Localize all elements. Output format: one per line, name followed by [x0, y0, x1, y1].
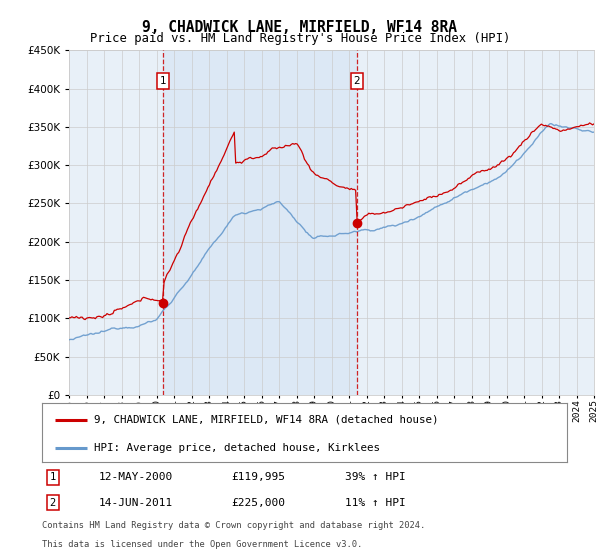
Text: 9, CHADWICK LANE, MIRFIELD, WF14 8RA: 9, CHADWICK LANE, MIRFIELD, WF14 8RA	[143, 20, 458, 35]
Text: 2: 2	[353, 76, 360, 86]
Text: This data is licensed under the Open Government Licence v3.0.: This data is licensed under the Open Gov…	[42, 540, 362, 549]
Text: 1: 1	[50, 472, 56, 482]
Text: HPI: Average price, detached house, Kirklees: HPI: Average price, detached house, Kirk…	[95, 443, 380, 453]
Text: £225,000: £225,000	[231, 498, 285, 508]
Text: 11% ↑ HPI: 11% ↑ HPI	[345, 498, 406, 508]
Text: Contains HM Land Registry data © Crown copyright and database right 2024.: Contains HM Land Registry data © Crown c…	[42, 521, 425, 530]
Text: 9, CHADWICK LANE, MIRFIELD, WF14 8RA (detached house): 9, CHADWICK LANE, MIRFIELD, WF14 8RA (de…	[95, 414, 439, 424]
Bar	[163, 50, 357, 395]
Text: 1: 1	[160, 76, 166, 86]
Text: 39% ↑ HPI: 39% ↑ HPI	[345, 472, 406, 482]
Text: 14-JUN-2011: 14-JUN-2011	[99, 498, 173, 508]
Text: 12-MAY-2000: 12-MAY-2000	[99, 472, 173, 482]
Text: Price paid vs. HM Land Registry's House Price Index (HPI): Price paid vs. HM Land Registry's House …	[90, 32, 510, 45]
Text: 2: 2	[50, 498, 56, 508]
Text: £119,995: £119,995	[231, 472, 285, 482]
